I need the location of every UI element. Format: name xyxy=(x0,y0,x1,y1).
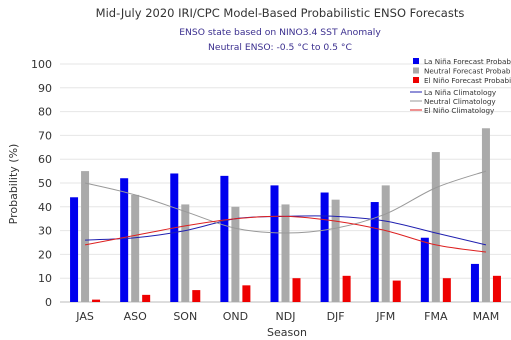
x-tick-label: SON xyxy=(173,310,197,323)
chart-title: Mid-July 2020 IRI/CPC Model-Based Probab… xyxy=(95,6,465,20)
el-ni-o-forecast-probability-bar xyxy=(192,290,201,302)
neutral-forecast-probability-bar xyxy=(481,128,490,302)
legend-swatch xyxy=(413,77,419,83)
legend-label: La Niña Forecast Probability xyxy=(424,57,511,66)
chart-subtitle: ENSO state based on NINO3.4 SST Anomaly xyxy=(179,27,381,38)
x-tick-label: MAM xyxy=(473,310,500,323)
y-tick-label: 60 xyxy=(38,153,52,166)
el-ni-o-forecast-probability-bar xyxy=(142,294,151,302)
legend-label: Neutral Climatology xyxy=(424,97,496,106)
y-tick-label: 20 xyxy=(38,248,52,261)
el-ni-o-forecast-probability-bar xyxy=(492,275,501,302)
y-tick-label: 100 xyxy=(31,58,52,71)
neutral-forecast-probability-bar xyxy=(81,171,90,302)
y-tick-label: 30 xyxy=(38,225,52,238)
y-tick-label: 0 xyxy=(45,296,52,309)
x-tick-label: DJF xyxy=(327,310,345,323)
chart-subtitle-neutral-range: Neutral ENSO: -0.5 °C to 0.5 °C xyxy=(208,42,352,53)
y-axis-title: Probability (%) xyxy=(7,144,20,225)
neutral-forecast-probability-bar xyxy=(281,204,290,302)
legend-label: La Niña Climatology xyxy=(424,88,497,97)
neutral-climatology-line xyxy=(84,170,487,234)
neutral-forecast-probability-bar xyxy=(431,152,440,302)
la-ni-a-forecast-probability-bar xyxy=(470,263,479,302)
climatology-lines xyxy=(84,170,487,253)
y-axis-ticks: 0 10 20 30 40 50 60 70 80 90 100 xyxy=(31,58,52,309)
la-ni-a-forecast-probability-bar xyxy=(420,237,429,302)
x-tick-label: OND xyxy=(223,310,248,323)
el-ni-o-forecast-probability-bar xyxy=(242,285,251,302)
el-ni-o-forecast-probability-bar xyxy=(292,278,301,302)
legend-label: El Niño Forecast Probability xyxy=(424,76,511,85)
la-ni-a-forecast-probability-bar xyxy=(170,173,179,302)
el-ni-o-forecast-probability-bar xyxy=(392,280,401,302)
legend-swatch xyxy=(413,67,419,74)
y-tick-label: 70 xyxy=(38,129,52,142)
el-ni-o-forecast-probability-bar xyxy=(342,275,351,302)
legend: La Niña Forecast ProbabilityNeutral Fore… xyxy=(410,57,511,115)
y-tick-label: 90 xyxy=(38,82,52,95)
legend-label: Neutral Forecast Probability xyxy=(424,67,511,76)
x-axis-ticks: JAS ASO SON OND NDJ DJF JFM FMA MAM xyxy=(75,310,499,323)
legend-swatch xyxy=(413,58,419,64)
x-tick-label: FMA xyxy=(424,310,448,323)
x-axis-title: Season xyxy=(267,326,307,339)
legend-label: El Niño Climatology xyxy=(424,106,495,115)
el-ni-o-forecast-probability-bar xyxy=(92,299,101,302)
la-ni-a-forecast-probability-bar xyxy=(70,197,79,302)
la-ni-a-forecast-probability-bar xyxy=(120,178,129,302)
y-tick-label: 10 xyxy=(38,272,52,285)
neutral-forecast-probability-bar xyxy=(181,204,190,302)
la-ni-a-forecast-probability-bar xyxy=(320,192,329,302)
y-tick-label: 80 xyxy=(38,106,52,119)
x-tick-label: JFM xyxy=(375,310,395,323)
el-ni-o-climatology-line xyxy=(84,215,487,253)
neutral-forecast-probability-bar xyxy=(231,206,240,302)
neutral-forecast-probability-bar xyxy=(331,199,340,302)
neutral-forecast-probability-bar xyxy=(131,194,140,302)
la-ni-a-forecast-probability-bar xyxy=(270,185,279,302)
x-tick-label: NDJ xyxy=(276,310,296,323)
y-tick-label: 50 xyxy=(38,177,52,190)
x-tick-label: ASO xyxy=(124,310,148,323)
la-ni-a-forecast-probability-bar xyxy=(370,202,379,302)
y-tick-label: 40 xyxy=(38,201,52,214)
la-ni-a-forecast-probability-bar xyxy=(220,175,229,302)
bar-series xyxy=(70,128,501,302)
el-ni-o-forecast-probability-bar xyxy=(442,278,451,302)
neutral-forecast-probability-bar xyxy=(381,185,390,302)
x-tick-label: JAS xyxy=(75,310,94,323)
